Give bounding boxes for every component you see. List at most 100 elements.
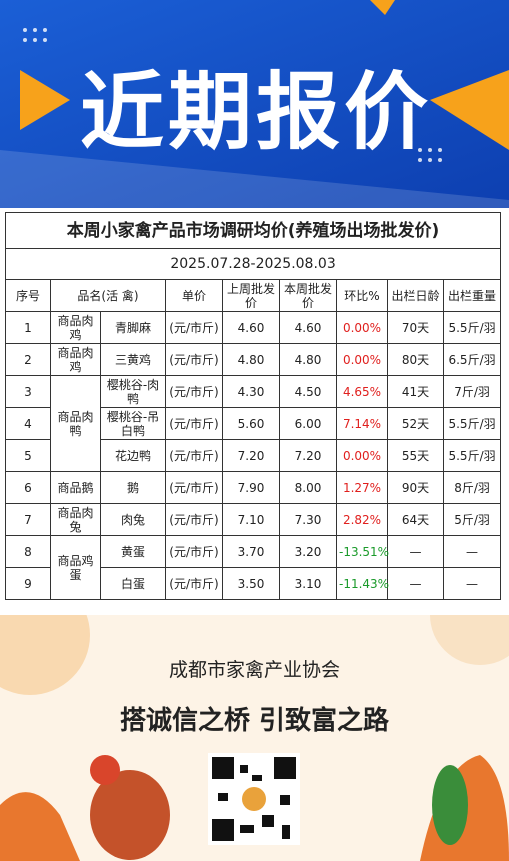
last-week-cell: 4.30	[222, 375, 280, 408]
weight-cell: 5斤/羽	[442, 503, 502, 536]
age-cell: 90天	[387, 471, 444, 504]
last-week-cell: 4.80	[222, 343, 280, 376]
seq-cell: 1	[5, 311, 51, 344]
name-cell: 鹅	[100, 471, 166, 504]
banner-title: 近期报价	[80, 63, 433, 161]
table-date: 2025.07.28-2025.08.03	[4, 248, 502, 280]
table-row: 3 商品肉鸭 樱桃谷-肉鸭 (元/市斤) 4.30 4.50 4.65% 41天 7斤/羽	[5, 375, 502, 472]
table-row: 本周小家禽产品市场调研均价(养殖场出场批发价)	[4, 212, 502, 249]
change-cell: 0.00%	[336, 311, 388, 344]
age-cell: —	[387, 535, 444, 568]
unit-cell: (元/市斤)	[165, 375, 223, 408]
table-row: 1 商品肉鸡 青脚麻 (元/市斤) 4.60 4.60 0.00% 70天 5.5斤/羽	[5, 311, 502, 344]
unit-cell: (元/市斤)	[165, 471, 223, 504]
header-cell: 本周批发价	[279, 279, 337, 312]
table-title: 本周小家禽产品市场调研均价(养殖场出场批发价)	[4, 212, 502, 249]
weight-cell: 7斤/羽	[442, 375, 502, 408]
category-cell: 商品鸡蛋	[50, 535, 101, 600]
unit-cell: (元/市斤)	[165, 311, 223, 344]
last-week-cell: 7.10	[222, 503, 280, 536]
weight-cell: —	[442, 567, 502, 600]
seq-cell: 9	[5, 567, 51, 600]
name-cell: 肉兔	[100, 503, 166, 536]
last-week-cell: 4.60	[222, 311, 280, 344]
name-cell: 白蛋	[100, 567, 166, 600]
slogan: 搭诚信之桥 引致富之路	[119, 706, 390, 736]
unit-cell: (元/市斤)	[165, 343, 223, 376]
this-week-cell: 3.20	[279, 535, 337, 568]
table-row: 7 商品肉兔 肉兔 (元/市斤) 7.10 7.30 2.82% 64天 5斤/羽	[5, 503, 502, 536]
association: 成都市家禽产业协会	[168, 659, 340, 681]
name-cell: 三黄鸡	[100, 343, 166, 376]
table-row: 2025.07.28-2025.08.03	[4, 248, 502, 280]
category-cell: 商品鹅	[50, 471, 101, 504]
header-cell: 品名(活 禽)	[50, 279, 166, 312]
weight-cell: 5.5斤/羽	[442, 439, 502, 472]
weight-cell: 8斤/羽	[442, 471, 502, 504]
change-cell: 2.82%	[336, 503, 388, 536]
banner-decor	[0, 0, 509, 208]
table-row: 5 花边鸭 (元/市斤) 7.20 7.20 0.00% 55天 5.5斤/羽	[5, 439, 502, 472]
category-cell: 商品肉鸡	[50, 311, 101, 344]
seq-cell: 5	[5, 439, 51, 472]
table-row: 6 商品鹅鹅 (元/市斤) 7.90 8.00 1.27% 90天 8斤/羽	[5, 471, 502, 504]
weight-cell: 6.5斤/羽	[442, 343, 502, 376]
table-row: 9 白蛋 (元/市斤) 3.50 3.10 -11.43% — —	[5, 567, 502, 600]
this-week-cell: 4.80	[279, 343, 337, 376]
seq-cell: 8	[5, 535, 51, 568]
name-cell: 樱桃谷-吊白鸭	[100, 407, 166, 440]
weight-cell: 5.5斤/羽	[442, 407, 502, 440]
category-cell: 商品肉鸭	[50, 375, 101, 472]
age-cell: 64天	[387, 503, 444, 536]
price-table: 本周小家禽产品市场调研均价(养殖场出场批发价) 2025.07.28-2025.0…	[4, 212, 502, 600]
banner: 近期报价	[0, 0, 509, 208]
change-cell: 4.65%	[336, 375, 388, 408]
age-cell: —	[387, 567, 444, 600]
unit-cell: (元/市斤)	[165, 439, 223, 472]
change-cell: 0.00%	[336, 343, 388, 376]
category-cell: 商品肉兔	[50, 503, 101, 536]
this-week-cell: 3.10	[279, 567, 337, 600]
unit-cell: (元/市斤)	[165, 407, 223, 440]
age-cell: 70天	[387, 311, 444, 344]
header-cell: 上周批发价	[222, 279, 280, 312]
this-week-cell: 8.00	[279, 471, 337, 504]
last-week-cell: 7.20	[222, 439, 280, 472]
footer-decor	[0, 615, 509, 861]
last-week-cell: 3.50	[222, 567, 280, 600]
seq-cell: 3	[5, 375, 51, 408]
weight-cell: —	[442, 535, 502, 568]
header-cell: 序号	[5, 279, 51, 312]
last-week-cell: 5.60	[222, 407, 280, 440]
header-cell: 单价	[165, 279, 223, 312]
age-cell: 52天	[387, 407, 444, 440]
header-cell: 环比%	[336, 279, 388, 312]
seq-cell: 2	[5, 343, 51, 376]
table-row: 2 商品肉鸡 三黄鸡 (元/市斤) 4.80 4.80 0.00% 80天 6.5斤/羽	[5, 343, 502, 376]
change-cell: 1.27%	[336, 471, 388, 504]
this-week-cell: 4.60	[279, 311, 337, 344]
change-cell: -11.43%	[336, 567, 389, 600]
name-cell: 青脚麻	[100, 311, 166, 344]
this-week-cell: 7.30	[279, 503, 337, 536]
name-cell: 花边鸭	[100, 439, 166, 472]
change-cell: 0.00%	[336, 439, 388, 472]
unit-cell: (元/市斤)	[165, 503, 223, 536]
name-cell: 黄蛋	[100, 535, 166, 568]
category-cell: 商品肉鸡	[50, 343, 101, 376]
unit-cell: (元/市斤)	[165, 535, 223, 568]
table-row: 序号 品名(活 禽) 单价 上周批发价 本周批发价 环比% 出栏日龄 出栏重量	[5, 279, 502, 312]
this-week-cell: 4.50	[279, 375, 337, 408]
age-cell: 55天	[387, 439, 444, 472]
unit-cell: (元/市斤)	[165, 567, 223, 600]
change-cell: -13.51%	[336, 535, 389, 568]
this-week-cell: 7.20	[279, 439, 337, 472]
table-row: 4 樱桃谷-吊白鸭 (元/市斤) 5.60 6.00 7.14% 52天 5.5斤/羽	[5, 407, 502, 440]
footer: 成都市家禽产业协会 搭诚信之桥 引致富之路	[0, 615, 509, 861]
table-row: 8 商品鸡蛋 黄蛋 (元/市斤) 3.70 3.20 -13.51% — —	[5, 535, 502, 600]
last-week-cell: 7.90	[222, 471, 280, 504]
seq-cell: 6	[5, 471, 51, 504]
seq-cell: 4	[5, 407, 51, 440]
this-week-cell: 6.00	[279, 407, 337, 440]
